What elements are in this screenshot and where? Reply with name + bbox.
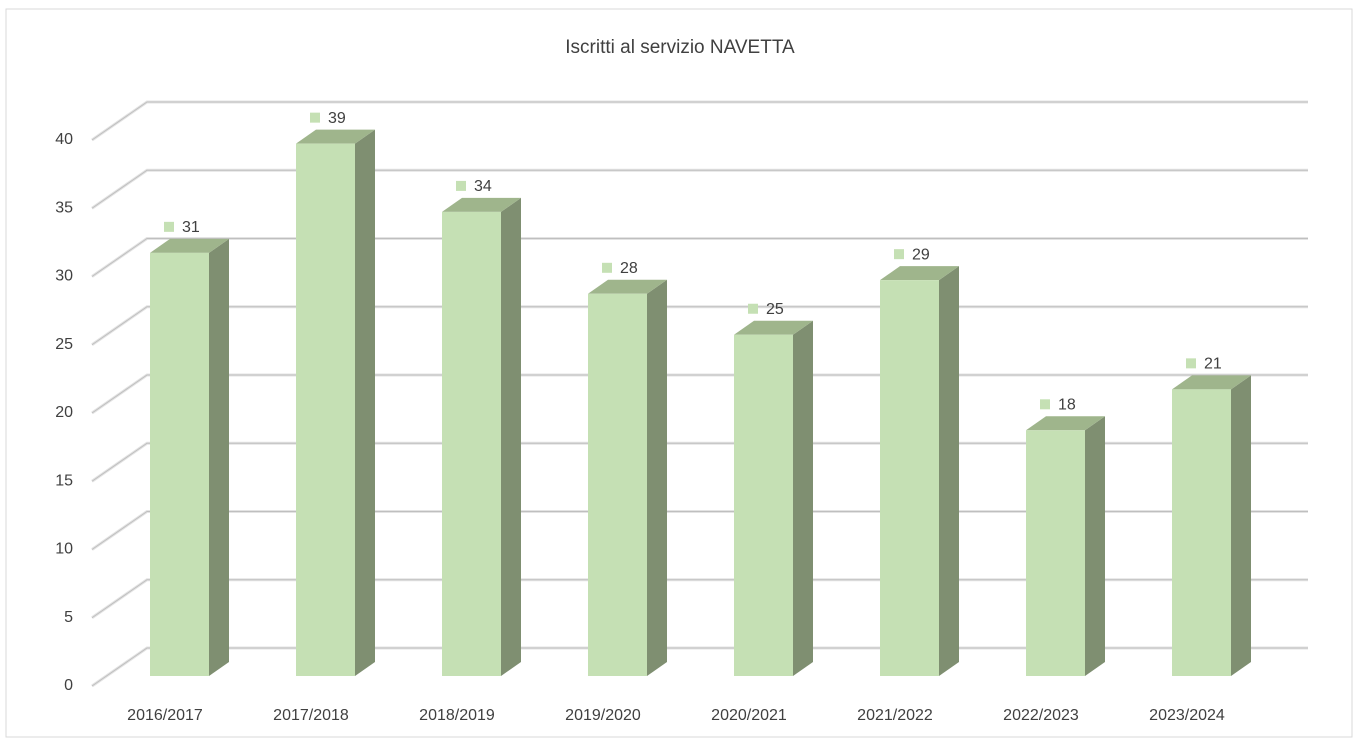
bar xyxy=(1172,389,1231,676)
y-tick-label: 40 xyxy=(55,131,73,148)
bar xyxy=(442,211,501,676)
bar-side xyxy=(939,266,959,676)
data-label: 21 xyxy=(1204,356,1222,373)
grid-line xyxy=(91,101,1308,141)
bar xyxy=(1026,430,1085,676)
data-label-marker xyxy=(602,262,612,273)
x-tick-label: 2022/2023 xyxy=(1003,707,1079,724)
y-tick-label: 0 xyxy=(64,677,73,694)
bar-top xyxy=(1026,416,1105,431)
bar-top xyxy=(880,266,959,281)
data-label-marker xyxy=(310,112,320,123)
chart-title: Iscritti al servizio NAVETTA xyxy=(565,37,795,58)
data-label-marker xyxy=(1040,399,1050,410)
y-tick-label: 10 xyxy=(55,541,73,558)
x-tick-label: 2020/2021 xyxy=(711,707,787,724)
y-tick-label: 30 xyxy=(55,268,73,285)
y-tick-label: 20 xyxy=(55,404,73,421)
y-tick-label: 25 xyxy=(55,336,73,353)
data-label-marker xyxy=(1186,358,1196,369)
bar-top xyxy=(296,129,375,144)
grid-line xyxy=(91,169,1308,209)
data-label: 18 xyxy=(1058,397,1076,414)
bar-top xyxy=(442,197,521,212)
x-tick-label: 2023/2024 xyxy=(1149,707,1225,724)
data-label: 34 xyxy=(474,178,492,195)
data-label: 28 xyxy=(620,260,638,277)
x-tick-label: 2019/2020 xyxy=(565,707,641,724)
data-label: 31 xyxy=(182,219,200,236)
data-label-marker xyxy=(164,221,174,232)
data-label-marker xyxy=(456,180,466,191)
bar xyxy=(296,143,355,676)
y-tick-label: 15 xyxy=(55,472,73,489)
data-label: 25 xyxy=(766,301,784,318)
grid-line xyxy=(91,238,1308,277)
bar xyxy=(150,252,209,676)
x-tick-label: 2016/2017 xyxy=(127,707,203,724)
bar-side xyxy=(647,279,667,676)
data-label-marker xyxy=(748,303,758,314)
bar-side xyxy=(355,129,375,676)
bar xyxy=(588,293,647,676)
bar xyxy=(734,334,793,676)
bar-top xyxy=(1172,375,1251,390)
bar-top xyxy=(588,279,667,294)
data-label: 29 xyxy=(912,246,930,263)
y-tick-label: 35 xyxy=(55,199,73,216)
x-tick-label: 2021/2022 xyxy=(857,707,933,724)
x-tick-label: 2017/2018 xyxy=(273,707,349,724)
bar-top xyxy=(734,320,813,335)
bar-side xyxy=(1085,416,1105,676)
chart-border xyxy=(5,8,1353,738)
bar-side xyxy=(793,320,813,676)
bar xyxy=(880,280,939,676)
bar-side xyxy=(501,197,521,676)
data-label-marker xyxy=(894,249,904,260)
x-tick-label: 2018/2019 xyxy=(419,707,495,724)
bar-side xyxy=(1231,375,1251,676)
bar-side xyxy=(209,238,229,676)
data-label: 39 xyxy=(328,110,346,127)
y-tick-label: 5 xyxy=(64,609,73,626)
bar-top xyxy=(150,238,229,253)
